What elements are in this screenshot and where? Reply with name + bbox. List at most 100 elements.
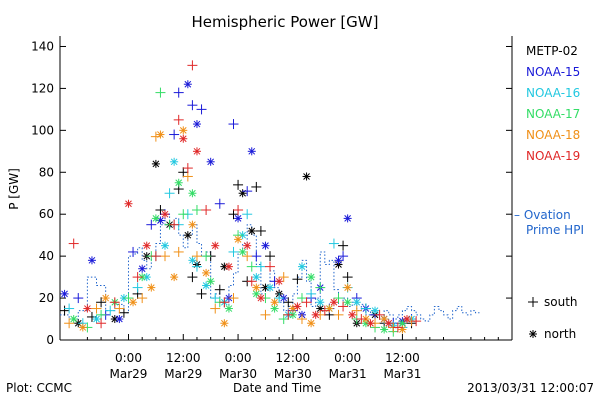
data-point-north — [238, 247, 247, 256]
data-point-north — [307, 319, 316, 328]
data-point-south — [328, 238, 339, 249]
data-point-south — [338, 301, 349, 312]
data-point-south — [123, 293, 134, 304]
data-point-north — [252, 273, 261, 282]
data-point-north — [151, 214, 160, 223]
data-point-south — [315, 282, 326, 293]
x-tick-time-label: 12:00 — [276, 351, 311, 365]
data-point-north — [238, 189, 247, 198]
data-point-north — [179, 134, 188, 143]
data-point-south — [201, 205, 212, 216]
data-point-south — [251, 251, 262, 262]
data-point-north — [247, 147, 256, 156]
y-tick-label: 140 — [31, 39, 54, 53]
data-point-south — [292, 274, 303, 285]
data-point-south — [278, 272, 289, 283]
legend-symbol-south — [528, 297, 538, 307]
data-point-north — [224, 262, 233, 271]
data-point-south — [146, 219, 157, 230]
data-point-south — [68, 238, 79, 249]
data-point-north — [170, 273, 179, 282]
data-point-north — [69, 315, 78, 324]
data-point-north — [270, 298, 279, 307]
data-point-north — [311, 310, 320, 319]
data-point-south — [228, 246, 239, 257]
data-point-north — [138, 264, 147, 273]
satellite-data-points — [59, 60, 422, 337]
data-point-south — [301, 297, 312, 308]
data-point-north — [371, 306, 380, 315]
legend-ovation-label: – Ovation — [514, 208, 571, 222]
data-point-south — [210, 303, 221, 314]
chart-title: Hemispheric Power [GW] — [192, 13, 379, 31]
data-point-south — [196, 104, 207, 115]
data-point-north — [352, 298, 361, 307]
x-tick-date-label: Mar31 — [329, 367, 367, 381]
data-point-north — [247, 226, 256, 235]
x-tick-time-label: 0:00 — [225, 351, 252, 365]
data-point-south — [251, 181, 262, 192]
x-tick-time-label: 12:00 — [166, 351, 201, 365]
data-point-south — [64, 303, 75, 314]
data-point-south — [191, 261, 202, 272]
legend-symbol-label: north — [544, 327, 576, 341]
data-point-south — [96, 309, 107, 320]
data-point-south — [233, 205, 244, 216]
y-tick-label: 60 — [39, 207, 54, 221]
data-point-south — [178, 167, 189, 178]
data-point-north — [188, 189, 197, 198]
plot-credit: Plot: CCMC — [6, 381, 72, 395]
legend-satellite-label: NOAA-16 — [526, 86, 580, 100]
data-point-north — [380, 315, 389, 324]
data-point-south — [278, 314, 289, 325]
data-point-north — [261, 241, 270, 250]
data-point-north — [243, 241, 252, 250]
data-point-north — [325, 304, 334, 313]
ovation-step-line — [60, 213, 480, 322]
y-tick-label: 100 — [31, 123, 54, 137]
data-point-north — [142, 241, 151, 250]
data-point-north — [256, 294, 265, 303]
data-point-north — [275, 277, 284, 286]
data-point-south — [137, 293, 148, 304]
data-point-south — [219, 297, 230, 308]
x-axis-ticks: 0:00 Mar29 12:00 Mar29 0:00 Mar30 12:00 Mar30 0:… — [86, 334, 499, 381]
data-point-south — [187, 60, 198, 71]
data-point-south — [182, 163, 193, 174]
data-point-north — [343, 298, 352, 307]
data-point-north — [151, 159, 160, 168]
data-point-south — [411, 316, 422, 327]
ovation-prime-hpi-series — [60, 213, 480, 322]
data-point-south — [214, 284, 225, 295]
data-point-north — [220, 319, 229, 328]
data-point-north — [224, 304, 233, 313]
x-tick-date-label: Mar30 — [274, 367, 312, 381]
data-point-north — [161, 210, 170, 219]
data-point-south — [210, 293, 221, 304]
data-point-north — [183, 80, 192, 89]
data-point-south — [233, 179, 244, 190]
data-point-south — [109, 297, 120, 308]
data-point-north — [302, 172, 311, 181]
legend-satellite-label: METP-02 — [526, 44, 578, 58]
data-point-north — [329, 298, 338, 307]
data-point-north — [206, 157, 215, 166]
data-point-north — [270, 304, 279, 313]
legend-satellite-label: NOAA-17 — [526, 107, 580, 121]
data-point-south — [283, 297, 294, 308]
data-point-south — [342, 272, 353, 283]
data-point-south — [64, 318, 75, 329]
data-point-north — [87, 256, 96, 265]
data-point-south — [164, 188, 175, 199]
x-tick-time-label: 0:00 — [334, 351, 361, 365]
data-point-south — [242, 251, 253, 262]
data-point-south — [283, 309, 294, 320]
data-point-north — [384, 319, 393, 328]
data-point-south — [169, 219, 180, 230]
y-tick-label: 20 — [39, 291, 54, 305]
data-point-south — [214, 198, 225, 209]
legend-symbol-north — [529, 330, 537, 338]
y-tick-label: 0 — [46, 333, 54, 347]
data-point-south — [260, 309, 271, 320]
data-point-south — [128, 246, 139, 257]
